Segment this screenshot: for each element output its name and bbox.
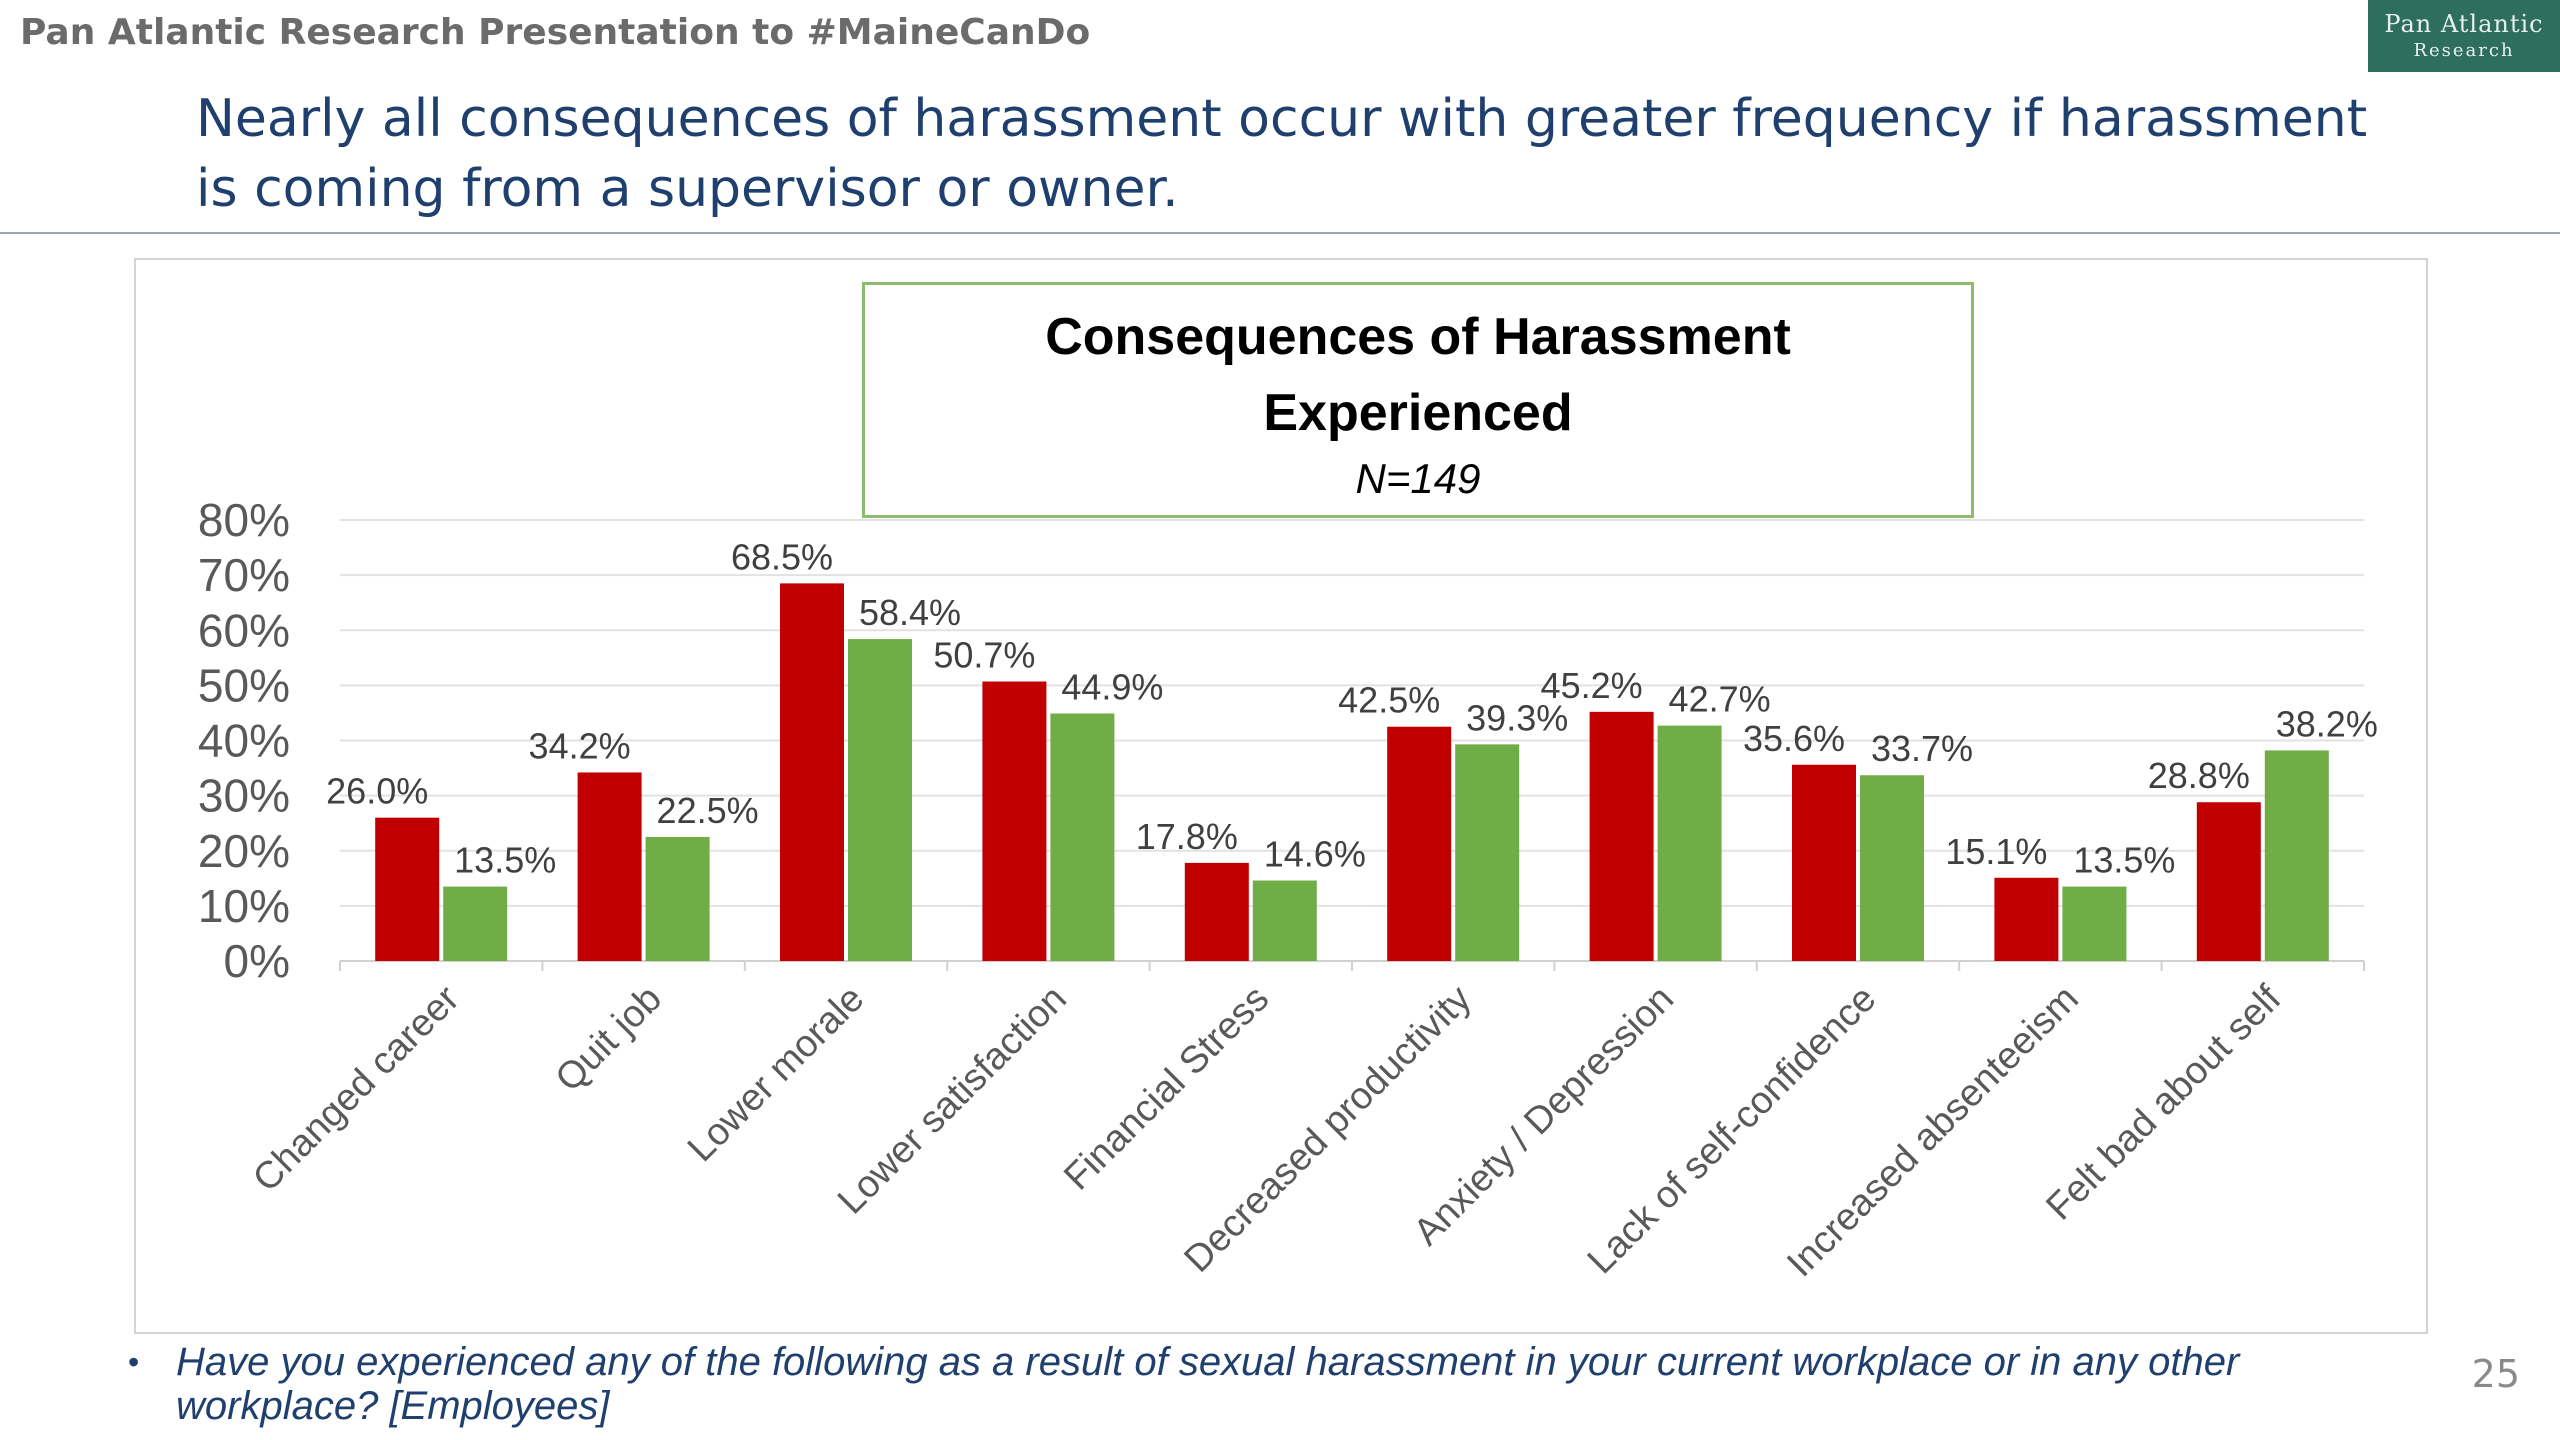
- data-label: 14.6%: [1264, 834, 1366, 875]
- x-category-label: Lower satisfaction: [830, 978, 1075, 1223]
- presentation-header: Pan Atlantic Research Presentation to #M…: [20, 12, 1091, 53]
- bar-series-2-3: [1050, 713, 1115, 961]
- bar-series-2-7: [1860, 775, 1924, 961]
- data-label: 13.5%: [454, 840, 556, 881]
- bar-series-2-6: [1657, 725, 1722, 961]
- data-label: 15.1%: [1945, 831, 2047, 872]
- y-tick-label: 60%: [198, 604, 290, 656]
- data-label: 34.2%: [529, 725, 631, 766]
- y-tick-label: 30%: [198, 770, 290, 822]
- pan-atlantic-logo: Pan Atlantic Research: [2368, 0, 2560, 72]
- y-tick-label: 50%: [198, 659, 290, 711]
- chart-title: Consequences of Harassment Experienced: [1045, 308, 1791, 442]
- y-tick-label: 40%: [198, 715, 290, 767]
- header-divider: [0, 232, 2560, 234]
- bar-series-2-5: [1455, 744, 1520, 961]
- data-label: 35.6%: [1743, 718, 1845, 759]
- data-label: 17.8%: [1136, 816, 1238, 857]
- x-category-label: Changed career: [245, 977, 468, 1200]
- bar-series-1-3: [982, 681, 1047, 961]
- logo-line-2: Research: [2413, 40, 2515, 61]
- bar-series-2-9: [2264, 750, 2329, 961]
- data-label: 45.2%: [1541, 665, 1643, 706]
- y-tick-label: 70%: [198, 549, 290, 601]
- chart-title-box: Consequences of Harassment Experienced N…: [862, 282, 1974, 518]
- bar-series-1-6: [1589, 711, 1654, 961]
- x-category-label: Quit job: [548, 978, 670, 1100]
- bar-series-1-5: [1387, 726, 1452, 961]
- x-category-label: Lower morale: [680, 978, 872, 1170]
- footnote-text: Have you experienced any of the followin…: [176, 1340, 2240, 1428]
- data-label: 42.5%: [1338, 680, 1440, 721]
- data-label: 68.5%: [731, 536, 833, 577]
- x-category-label: Financial Stress: [1056, 978, 1277, 1199]
- data-label: 39.3%: [1466, 697, 1568, 738]
- data-label: 28.8%: [2148, 755, 2250, 796]
- bar-series-1-9: [2196, 802, 2261, 961]
- y-tick-label: 20%: [198, 825, 290, 877]
- chart-subtitle: N=149: [1355, 455, 1481, 502]
- y-tick-label: 0%: [224, 935, 290, 987]
- bar-series-2-4: [1252, 880, 1317, 961]
- slide-headline: Nearly all consequences of harassment oc…: [196, 89, 2368, 219]
- bar-series-2-1: [645, 836, 710, 961]
- page-number: 25: [2471, 1352, 2520, 1396]
- data-label: 58.4%: [859, 592, 961, 633]
- data-label: 50.7%: [933, 635, 1035, 676]
- data-label: 33.7%: [1871, 728, 1973, 769]
- footnote-bullet: •: [128, 1344, 140, 1380]
- bar-series-1-2: [780, 583, 844, 961]
- bar-series-2-2: [848, 639, 912, 961]
- bar-series-1-1: [577, 772, 642, 961]
- data-label: 13.5%: [2073, 840, 2175, 881]
- bar-series-2-8: [2062, 886, 2127, 961]
- survey-question-footnote: • Have you experienced any of the follow…: [128, 1340, 2428, 1428]
- bar-series-2-0: [443, 886, 508, 961]
- data-label: 22.5%: [657, 790, 759, 831]
- data-label: 42.7%: [1669, 679, 1771, 720]
- y-tick-label: 10%: [198, 880, 290, 932]
- bar-series-1-8: [1994, 877, 2059, 961]
- bar-series-1-7: [1792, 764, 1856, 961]
- bar-series-1-0: [375, 817, 440, 961]
- logo-line-1: Pan Atlantic: [2384, 10, 2544, 38]
- y-tick-label: 80%: [198, 494, 290, 546]
- data-label: 38.2%: [2276, 703, 2378, 744]
- data-label: 26.0%: [326, 771, 428, 812]
- bar-series-1-4: [1184, 862, 1249, 961]
- data-label: 44.9%: [1061, 666, 1163, 707]
